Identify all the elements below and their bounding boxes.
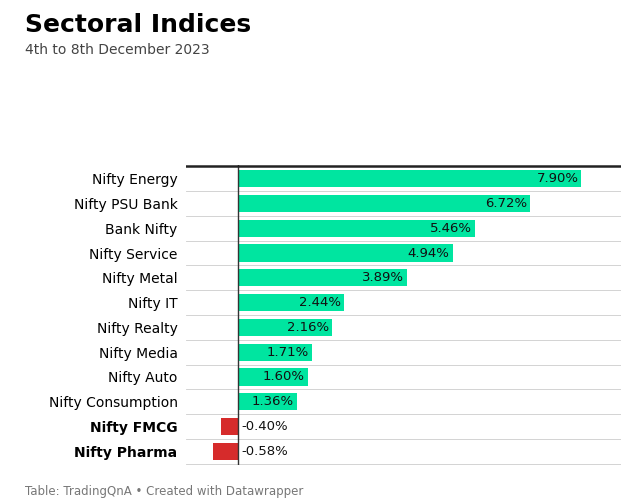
Bar <box>238 393 297 410</box>
Text: 3.89%: 3.89% <box>362 272 404 284</box>
Text: -0.58%: -0.58% <box>241 445 288 458</box>
Bar <box>238 294 344 312</box>
Text: Table: TradingQnA • Created with Datawrapper: Table: TradingQnA • Created with Datawra… <box>25 484 304 498</box>
Text: 6.72%: 6.72% <box>485 197 527 210</box>
Bar <box>238 244 453 262</box>
Text: 2.44%: 2.44% <box>299 296 341 309</box>
Bar <box>238 269 407 286</box>
Bar <box>238 170 581 188</box>
Bar <box>238 220 476 237</box>
Text: 1.36%: 1.36% <box>252 396 294 408</box>
Bar <box>238 368 307 386</box>
Text: 1.71%: 1.71% <box>267 346 309 358</box>
Bar <box>238 318 332 336</box>
Text: 4th to 8th December 2023: 4th to 8th December 2023 <box>25 42 210 56</box>
Bar <box>238 344 312 361</box>
Text: 1.60%: 1.60% <box>263 370 304 384</box>
Text: 7.90%: 7.90% <box>536 172 578 185</box>
Bar <box>238 195 530 212</box>
Text: Sectoral Indices: Sectoral Indices <box>25 12 251 36</box>
Bar <box>213 442 238 460</box>
Text: 2.16%: 2.16% <box>287 321 329 334</box>
Bar <box>220 418 238 435</box>
Text: 5.46%: 5.46% <box>430 222 472 234</box>
Text: -0.40%: -0.40% <box>241 420 288 433</box>
Text: 4.94%: 4.94% <box>408 246 450 260</box>
